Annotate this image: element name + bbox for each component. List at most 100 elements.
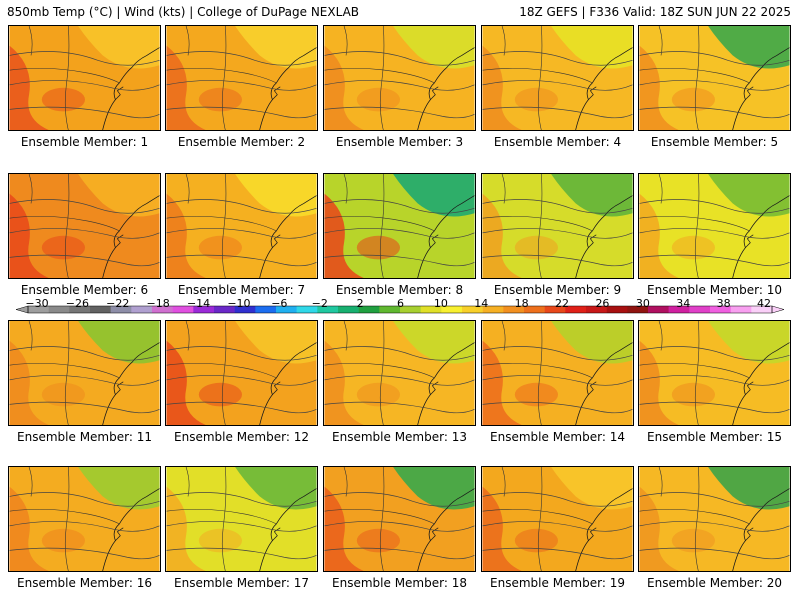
colorbar-swatch [317,306,339,313]
temperature-map [638,173,791,279]
colorbar-tick-label: −30 [25,297,49,310]
contour [9,492,160,507]
coastline [102,342,160,425]
ensemble-member-panel: Ensemble Member: 8 [323,173,476,297]
contour [9,199,160,214]
colorbar-swatch [606,306,628,313]
contour [482,228,633,239]
contour [482,521,633,532]
colorbar-swatch [28,306,49,313]
contour [9,254,160,267]
ensemble-member-label: Ensemble Member: 18 [332,576,467,590]
colorbar-swatch [110,306,132,313]
colorbar-swatch [668,306,690,313]
temperature-map [638,320,791,426]
colorbar-tick-label: −10 [227,297,251,310]
ensemble-member-label: Ensemble Member: 9 [493,283,622,297]
contour [324,492,475,507]
colorbar-tick-label: −14 [186,297,211,310]
colorbar-tick-label: 10 [433,297,448,310]
contour [324,51,475,66]
colorbar-tick-label: −6 [271,297,288,310]
contour [9,375,160,386]
temperature-map [323,466,476,572]
colorbar-swatch [193,306,215,313]
ensemble-member-panel: Ensemble Member: 20 [638,466,791,590]
contour [166,401,317,414]
ensemble-member-panel: Ensemble Member: 1 [8,25,161,149]
contour [482,401,633,414]
contour [324,80,475,91]
contour [639,346,790,361]
ensemble-member-label: Ensemble Member: 13 [332,430,467,444]
contour [482,254,633,267]
colorbar-tick-label: 2 [356,297,364,310]
colorbar-tick-label: −22 [106,297,130,310]
temperature-map [638,25,791,131]
ensemble-member-label: Ensemble Member: 1 [20,135,149,149]
temperature-map [165,173,318,279]
ensemble-member-label: Ensemble Member: 19 [490,576,625,590]
contour [166,492,317,507]
contour [9,401,160,414]
contour [9,106,160,119]
contour [639,199,790,214]
ensemble-member-label: Ensemble Member: 5 [650,135,779,149]
contour [166,254,317,267]
coastline [732,488,790,571]
coastline [102,195,160,278]
ensemble-member-panel: Ensemble Member: 17 [165,466,318,590]
contour [9,51,160,66]
colorbar-swatch [338,306,359,313]
temperature-map [8,173,161,279]
colorbar-swatch [172,306,194,313]
colorbar-swatch [710,306,731,313]
ensemble-member-label: Ensemble Member: 16 [17,576,152,590]
colorbar-swatch [751,306,773,313]
temperature-map [323,25,476,131]
temperature-map [8,25,161,131]
colorbar-swatch [131,306,153,313]
temperature-map [8,466,161,572]
coastline [575,47,633,130]
coastline [417,488,475,571]
colorbar-swatch [420,306,442,313]
colorbar-tick-label: 18 [514,297,529,310]
temperature-map [323,173,476,279]
contour [324,254,475,267]
colorbar-swatch [544,306,566,313]
ensemble-member-panel: Ensemble Member: 14 [481,320,634,444]
contour [324,228,475,239]
contour [9,228,160,239]
contour [482,80,633,91]
ensemble-member-label: Ensemble Member: 7 [177,283,306,297]
colorbar-swatch [276,306,297,313]
contour [482,51,633,66]
colorbar-swatch [255,306,277,313]
coastline [417,47,475,130]
colorbar-swatch [69,306,91,313]
colorbar-tick-label: 14 [474,297,489,310]
ensemble-member-panel: Ensemble Member: 12 [165,320,318,444]
ensemble-member-label: Ensemble Member: 4 [493,135,622,149]
coastline [732,195,790,278]
coastline [259,488,317,571]
coastline [259,342,317,425]
contour [639,51,790,66]
ensemble-member-panel: Ensemble Member: 9 [481,173,634,297]
ensemble-member-panel: Ensemble Member: 3 [323,25,476,149]
colorbar-tick-label: 22 [555,297,570,310]
ensemble-member-panel: Ensemble Member: 11 [8,320,161,444]
colorbar-swatch [358,306,380,313]
contour [166,547,317,560]
contour [324,521,475,532]
temperature-map [481,466,634,572]
colorbar-tick-label: 6 [397,297,404,310]
colorbar-tick-label: 34 [676,297,691,310]
colorbar-swatch [503,306,525,313]
contour [639,254,790,267]
colorbar-swatch [90,306,111,313]
temperature-map [323,320,476,426]
ensemble-member-label: Ensemble Member: 12 [174,430,309,444]
